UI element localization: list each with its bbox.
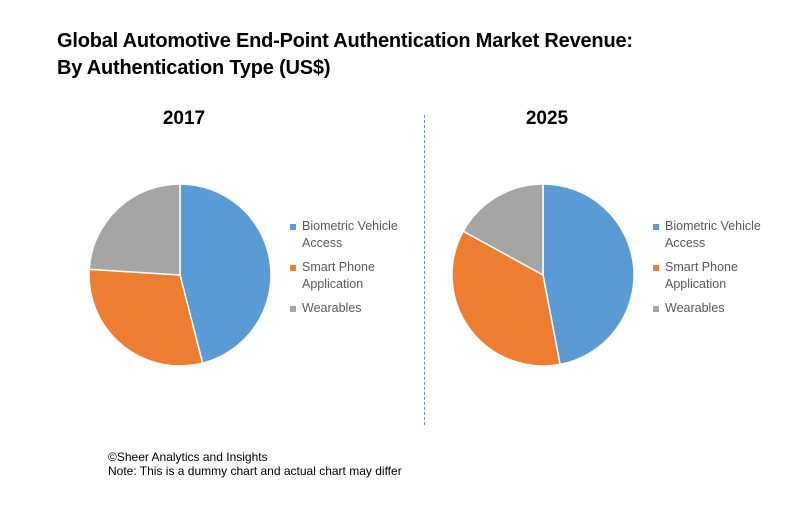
footer: ©Sheer Analytics and Insights Note: This…	[108, 450, 402, 478]
legend-label-smart-phone: Smart Phone Application	[665, 260, 738, 291]
legend-2017: Biometric Vehicle Access Smart Phone App…	[290, 218, 407, 324]
disclaimer-note: Note: This is a dummy chart and actual c…	[108, 464, 402, 478]
legend-item-biometric: Biometric Vehicle Access	[653, 218, 770, 252]
legend-item-wearables: Wearables	[290, 300, 407, 317]
legend-swatch-biometric	[290, 224, 296, 230]
panel-divider	[424, 115, 425, 425]
chart-title-line2: By Authentication Type (US$)	[57, 57, 331, 79]
legend-item-wearables: Wearables	[653, 300, 770, 317]
slice-wearables	[462, 183, 544, 277]
legend-label-wearables: Wearables	[665, 301, 725, 315]
slice-smart-phone	[88, 268, 204, 367]
copyright-text: ©Sheer Analytics and Insights	[108, 450, 268, 464]
legend-item-smart-phone: Smart Phone Application	[290, 259, 407, 293]
legend-label-biometric: Biometric Vehicle Access	[302, 219, 398, 250]
slice-biometric	[542, 183, 635, 366]
legend-item-smart-phone: Smart Phone Application	[653, 259, 770, 293]
legend-label-wearables: Wearables	[302, 301, 362, 315]
slice-smart-phone	[451, 230, 561, 367]
chart-title: Global Automotive End-Point Authenticati…	[57, 28, 633, 82]
legend-swatch-biometric	[653, 224, 659, 230]
slice-wearables	[88, 183, 181, 276]
legend-item-biometric: Biometric Vehicle Access	[290, 218, 407, 252]
legend-label-smart-phone: Smart Phone Application	[302, 260, 375, 291]
legend-swatch-wearables	[653, 306, 659, 312]
pie-panel-2025: 2025 Biometric Vehicle Access Smart Phon…	[383, 100, 763, 420]
legend-2025: Biometric Vehicle Access Smart Phone App…	[653, 218, 770, 324]
legend-label-biometric: Biometric Vehicle Access	[665, 219, 761, 250]
pie-title-2025: 2025	[525, 108, 569, 129]
slice-biometric	[179, 183, 272, 365]
pie-panel-2017: 2017 Biometric Vehicle Access Smart Phon…	[20, 100, 400, 420]
legend-swatch-smart-phone	[290, 265, 296, 271]
pie-chart-2025	[451, 183, 635, 367]
pie-chart-2017	[88, 183, 272, 367]
chart-title-line1: Global Automotive End-Point Authenticati…	[57, 30, 633, 52]
pie-title-2017: 2017	[162, 108, 206, 129]
legend-swatch-smart-phone	[653, 265, 659, 271]
legend-swatch-wearables	[290, 306, 296, 312]
